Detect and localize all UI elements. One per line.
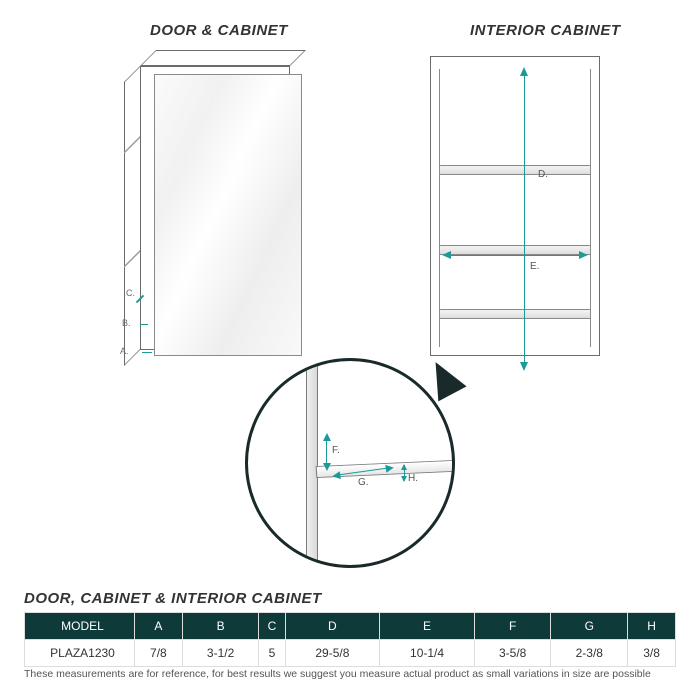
dimension-arrow-e [444,255,586,256]
cabinet-top [140,50,306,66]
tick [142,352,152,353]
callout-e: E. [530,261,539,272]
cell-g: 2-3/8 [551,640,628,667]
cell-a: 7/8 [135,640,183,667]
callout-b: B. [122,318,131,328]
footnote: These measurements are for reference, fo… [24,668,676,680]
dimension-arrow-d [524,69,525,369]
callout-h: H. [408,473,418,484]
diagram-door-cabinet: C. B. A. [120,50,320,370]
interior-front: D. E. [430,56,600,356]
col-h: H [628,613,676,640]
cell-b: 3-1/2 [182,640,259,667]
callout-g: G. [358,477,369,488]
callout-a: A. [120,346,129,356]
detail-zoom-circle: F. G. H. [245,358,455,568]
table-header-row: MODEL A B C D E F G H [25,613,676,640]
callout-d: D. [538,169,548,180]
interior-inner: D. E. [439,69,591,347]
col-g: G [551,613,628,640]
cell-f: 3-5/8 [474,640,551,667]
tick [140,324,148,325]
col-a: A [135,613,183,640]
shelf [440,165,590,175]
section-title: DOOR, CABINET & INTERIOR CABINET [24,590,322,607]
col-d: D [285,613,380,640]
dimension-arrow-h [404,465,405,481]
shelf [440,309,590,319]
cabinet-3d [140,50,290,350]
door-mirror [154,74,302,356]
cell-model: PLAZA1230 [25,640,135,667]
detail-post [306,361,318,565]
header-interior-cabinet: INTERIOR CABINET [470,22,621,39]
col-c: C [259,613,285,640]
dimension-arrow-f [326,435,327,469]
col-b: B [182,613,259,640]
callout-f: F. [332,445,340,456]
col-e: E [380,613,475,640]
header-door-cabinet: DOOR & CABINET [150,22,288,39]
col-model: MODEL [25,613,135,640]
cell-h: 3/8 [628,640,676,667]
cell-c: 5 [259,640,285,667]
callout-c: C. [126,288,135,298]
page: DOOR & CABINET INTERIOR CABINET C. B. A. [0,0,700,700]
cell-d: 29-5/8 [285,640,380,667]
spec-table: MODEL A B C D E F G H PLAZA1230 7/8 3-1/… [24,612,676,667]
col-f: F [474,613,551,640]
table-row: PLAZA1230 7/8 3-1/2 5 29-5/8 10-1/4 3-5/… [25,640,676,667]
diagram-interior-cabinet: D. E. [430,50,610,370]
shelf [440,245,590,255]
cell-e: 10-1/4 [380,640,475,667]
